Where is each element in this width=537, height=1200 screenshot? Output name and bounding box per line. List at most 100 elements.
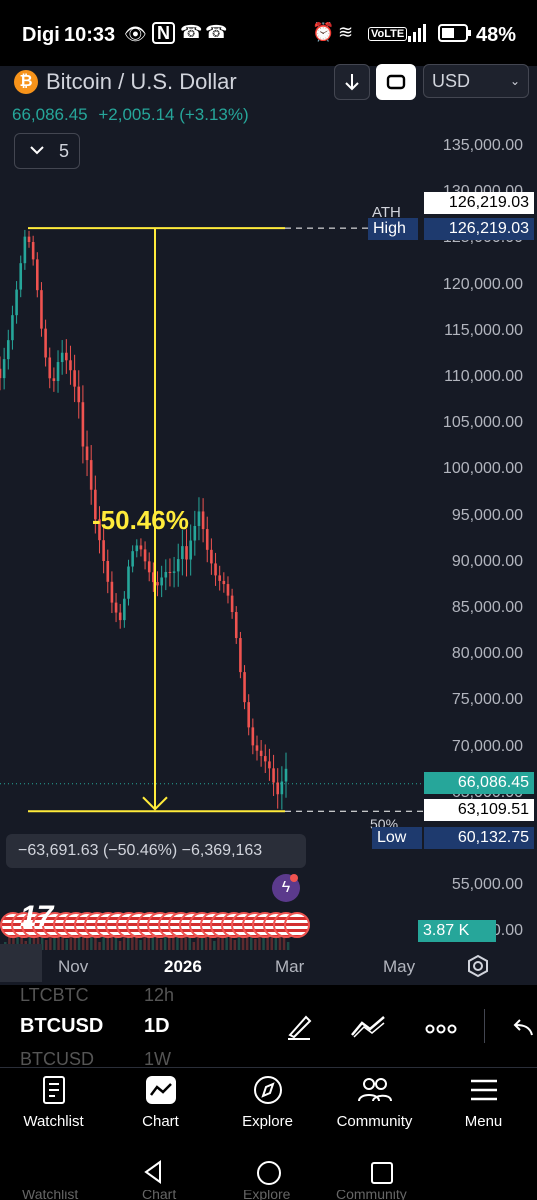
back-icon[interactable]: [142, 1160, 164, 1184]
candle-body: [77, 386, 81, 403]
candle-body: [56, 362, 60, 382]
time-label-2026: 2026: [164, 957, 202, 976]
volume-bar: [213, 941, 216, 950]
nav-community[interactable]: Community: [321, 1075, 428, 1130]
candle-body: [147, 561, 151, 573]
more-options-icon[interactable]: [425, 1021, 457, 1039]
volte-badge: VoLTE: [368, 27, 408, 41]
volume-bar: [250, 930, 253, 950]
status-bar: Digi 10:33 👁 N ☎ ☎ ⏰ ≋ VoLTE 48%: [0, 0, 537, 66]
nav-explore-label: Explore: [242, 1113, 293, 1130]
ghost-symbol-top: LTCBTC: [20, 985, 89, 1005]
volume-bar: [176, 929, 179, 950]
candle-body: [139, 545, 143, 550]
battery-icon: [438, 24, 472, 47]
measure-arrow-head: [142, 796, 168, 811]
settings-icon[interactable]: [466, 954, 490, 983]
candle-body: [23, 236, 27, 264]
bottom-nav: [0, 1067, 537, 1148]
trend-tools-icon[interactable]: [350, 1013, 386, 1044]
volume-bar: [65, 939, 68, 950]
candle-body: [197, 511, 201, 526]
time-label-may: May: [383, 957, 416, 976]
candle-body: [94, 489, 97, 520]
candle-body: [247, 702, 250, 728]
wifi-icon: ≋: [338, 22, 354, 42]
candle-body: [226, 584, 230, 596]
undo-icon[interactable]: [510, 1017, 534, 1042]
symbol-title[interactable]: Bitcoin / U.S. Dollar: [46, 69, 237, 94]
volume-bar: [159, 939, 163, 950]
currency-select[interactable]: USD ⌄: [423, 64, 529, 98]
candle-body: [11, 315, 14, 341]
volume-bar: [262, 934, 265, 950]
price-axis-label: 75,000.00: [451, 691, 523, 709]
candle-body: [263, 756, 267, 762]
draw-pen-icon[interactable]: [284, 1011, 314, 1046]
price-axis-label: 100,000.00: [442, 460, 523, 478]
recents-icon[interactable]: [370, 1161, 394, 1185]
candle-body: [218, 575, 221, 581]
ath-label: ATH: [372, 204, 401, 221]
candle-body: [255, 745, 259, 751]
events-row[interactable]: [0, 912, 310, 940]
volume-bar: [180, 938, 183, 950]
missed-call-icon-2: ☎: [205, 22, 228, 42]
ghost-interval-top: 12h: [144, 985, 175, 1005]
volume-bar: [233, 940, 237, 950]
candle-body: [272, 768, 275, 783]
nav-chart[interactable]: Chart: [107, 1075, 214, 1130]
volume-bar: [147, 935, 150, 950]
nav-menu[interactable]: Menu: [430, 1075, 537, 1130]
candle-body: [210, 549, 213, 564]
volume-bar: [168, 934, 171, 950]
price-axis-label: 105,000.00: [442, 414, 523, 432]
ghost-explore: Explore: [243, 1190, 291, 1200]
ghost-interval-bottom: 1W: [144, 1049, 171, 1069]
chart-layout-button[interactable]: [376, 64, 416, 100]
nav-community-label: Community: [336, 1113, 413, 1130]
clock: 10:33: [64, 24, 116, 46]
candle-body: [98, 519, 101, 541]
ghost-nav-labels: Watchlist Chart Explore Community: [0, 1190, 537, 1200]
arrow-down-button[interactable]: [334, 64, 370, 100]
time-label-mar: Mar: [275, 957, 305, 976]
time-label-nov: Nov: [58, 957, 89, 976]
candle-body: [15, 289, 18, 316]
candle-body: [234, 612, 238, 639]
volume-bar: [274, 938, 278, 950]
target-price-tag: 63,109.51: [424, 799, 534, 821]
indicators-collapse-button[interactable]: 5: [14, 133, 80, 169]
us-flag-event-icon[interactable]: [283, 912, 310, 938]
candle-body: [193, 525, 197, 541]
candle-body: [73, 370, 76, 387]
volume-bar: [86, 938, 89, 950]
candle-body: [89, 460, 93, 490]
interval-selector[interactable]: 1D: [144, 1015, 170, 1037]
candle-body: [214, 563, 217, 576]
volume-bar: [81, 929, 85, 950]
currency-value: USD: [432, 70, 471, 91]
volume-bar: [163, 925, 167, 950]
home-icon[interactable]: [256, 1160, 282, 1186]
volume-bar: [49, 926, 52, 950]
fullscreen-icon: [386, 74, 406, 90]
candle-body: [168, 571, 172, 573]
nav-explore[interactable]: Explore: [214, 1075, 321, 1130]
candle-body: [69, 360, 72, 371]
nfc-icon: N: [152, 22, 175, 44]
time-axis-scroll-handle[interactable]: [0, 944, 42, 982]
nav-watchlist-label: Watchlist: [23, 1113, 84, 1130]
tradingview-logo: 17: [20, 900, 54, 933]
candle-body: [19, 263, 23, 290]
nav-watchlist[interactable]: Watchlist: [0, 1075, 107, 1130]
volume-bar: [217, 927, 220, 950]
symbol-selector[interactable]: BTCUSD: [20, 1015, 104, 1037]
compass-icon: [253, 1076, 282, 1104]
candle-body: [259, 750, 263, 757]
low-price-tag: 60,132.75: [424, 827, 534, 849]
volume-tag: 3.87 K: [418, 920, 496, 942]
volume-bar: [209, 932, 212, 950]
price-axis-label: 120,000.00: [442, 275, 523, 293]
candle-body: [189, 540, 192, 560]
